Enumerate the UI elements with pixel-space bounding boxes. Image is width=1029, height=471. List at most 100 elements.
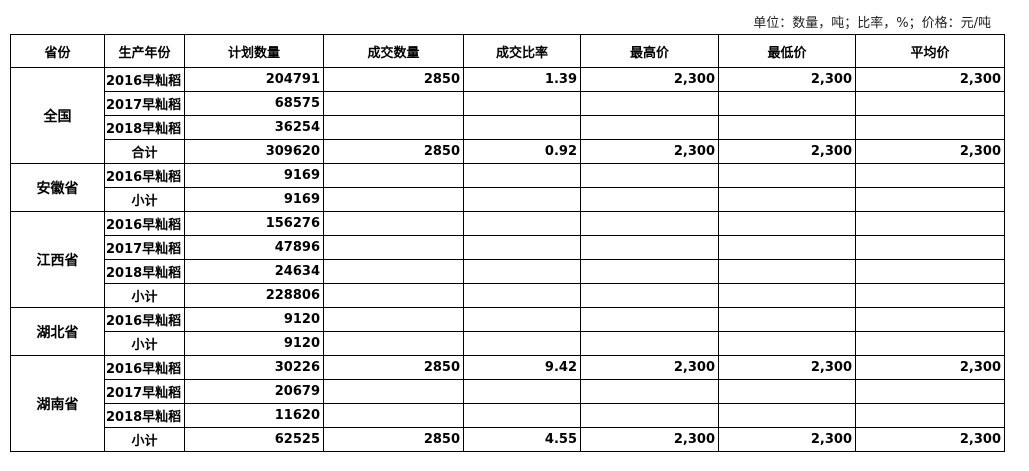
avg-cell — [855, 283, 1005, 308]
rate-cell — [463, 91, 581, 116]
rate-cell — [463, 211, 581, 236]
rate-cell: 9.42 — [463, 355, 581, 380]
plan-cell: 30226 — [184, 355, 324, 380]
year-cell: 2016早籼稻 — [104, 355, 185, 380]
avg-cell — [855, 259, 1005, 284]
min-cell — [718, 91, 856, 116]
min-cell — [718, 115, 856, 140]
plan-cell: 24634 — [184, 259, 324, 284]
table-row: 小计 9120 — [11, 331, 1005, 356]
avg-cell — [855, 91, 1005, 116]
avg-cell — [855, 403, 1005, 428]
year-cell: 小计 — [104, 283, 185, 308]
table-row: 湖北省 2016早籼稻 9120 — [10, 307, 1005, 356]
header-min: 最低价 — [718, 34, 856, 68]
rate-cell — [463, 307, 581, 332]
max-cell: 2,300 — [580, 67, 719, 92]
rate-cell — [463, 259, 581, 284]
max-cell — [580, 163, 719, 188]
min-cell — [718, 187, 856, 212]
deal-cell — [323, 307, 464, 332]
plan-cell: 68575 — [184, 91, 324, 116]
province-cell: 湖南省 — [10, 355, 105, 452]
max-cell: 2,300 — [580, 355, 719, 380]
min-cell — [718, 211, 856, 236]
min-cell: 2,300 — [718, 67, 856, 92]
header-deal: 成交数量 — [323, 34, 464, 68]
deal-cell: 2850 — [323, 139, 464, 164]
plan-cell: 156276 — [184, 211, 324, 236]
rate-cell — [463, 379, 581, 404]
rate-cell: 0.92 — [463, 139, 581, 164]
deal-cell — [323, 403, 464, 428]
deal-cell — [323, 235, 464, 260]
min-cell — [718, 283, 856, 308]
table-row: 安徽省 2016早籼稻 9169 — [10, 163, 1005, 212]
min-cell: 2,300 — [718, 139, 856, 164]
table-row: 2017早籼稻 47896 — [11, 235, 1005, 260]
year-cell: 2016早籼稻 — [104, 307, 185, 332]
avg-cell: 2,300 — [855, 67, 1005, 92]
avg-cell — [855, 163, 1005, 188]
min-cell — [718, 235, 856, 260]
header-max: 最高价 — [580, 34, 719, 68]
year-cell: 2016早籼稻 — [104, 211, 185, 236]
year-cell: 小计 — [104, 427, 185, 452]
deal-cell: 2850 — [323, 427, 464, 452]
min-cell — [718, 403, 856, 428]
header-year: 生产年份 — [104, 34, 185, 68]
avg-cell — [855, 187, 1005, 212]
plan-cell: 20679 — [184, 379, 324, 404]
avg-cell — [855, 235, 1005, 260]
year-cell: 2017早籼稻 — [104, 379, 185, 404]
avg-cell — [855, 379, 1005, 404]
year-cell: 小计 — [104, 187, 185, 212]
table-row: 全国 2016早籼稻 204791 2850 1.39 2,300 2,300 2,300 — [10, 67, 1005, 164]
max-cell — [580, 283, 719, 308]
max-cell: 2,300 — [580, 139, 719, 164]
plan-cell: 62525 — [184, 427, 324, 452]
year-cell: 2018早籼稻 — [104, 259, 185, 284]
max-cell — [580, 115, 719, 140]
rate-cell — [463, 163, 581, 188]
rate-cell: 1.39 — [463, 67, 581, 92]
plan-cell: 9169 — [184, 187, 324, 212]
plan-cell: 204791 — [184, 67, 324, 92]
rate-cell — [463, 115, 581, 140]
avg-cell: 2,300 — [855, 427, 1005, 452]
rate-cell — [463, 235, 581, 260]
deal-cell — [323, 331, 464, 356]
table-row: 2018早籼稻 36254 — [11, 115, 1005, 140]
unit-note: 单位：数量，吨；比率，%；价格：元/吨 — [753, 16, 991, 31]
deal-cell — [323, 259, 464, 284]
year-cell: 小计 — [104, 331, 185, 356]
min-cell — [718, 331, 856, 356]
min-cell — [718, 307, 856, 332]
table-row: 小计 62525 2850 4.55 2,300 2,300 2,300 — [11, 427, 1005, 452]
table-row: 江西省 2016早籼稻 156276 — [10, 211, 1005, 308]
plan-cell: 309620 — [184, 139, 324, 164]
province-cell: 湖北省 — [10, 307, 105, 356]
rate-cell — [463, 403, 581, 428]
year-cell: 2016早籼稻 — [104, 163, 185, 188]
year-cell: 合计 — [104, 139, 185, 164]
avg-cell: 2,300 — [855, 139, 1005, 164]
plan-cell: 11620 — [184, 403, 324, 428]
table-row: 湖南省 2016早籼稻 30226 2850 9.42 2,300 2,300 2,300 — [10, 355, 1005, 452]
year-cell: 2018早籼稻 — [104, 403, 185, 428]
year-cell: 2017早籼稻 — [104, 91, 185, 116]
max-cell — [580, 331, 719, 356]
header-plan: 计划数量 — [184, 34, 324, 68]
deal-cell — [323, 115, 464, 140]
plan-cell: 36254 — [184, 115, 324, 140]
deal-cell — [323, 91, 464, 116]
table-row: 小计 228806 — [11, 283, 1005, 308]
min-cell — [718, 259, 856, 284]
max-cell: 2,300 — [580, 427, 719, 452]
avg-cell: 2,300 — [855, 355, 1005, 380]
avg-cell — [855, 211, 1005, 236]
avg-cell — [855, 307, 1005, 332]
table-row: 合计 309620 2850 0.92 2,300 2,300 2,300 — [11, 139, 1005, 164]
province-cell: 全国 — [10, 67, 105, 164]
min-cell: 2,300 — [718, 355, 856, 380]
